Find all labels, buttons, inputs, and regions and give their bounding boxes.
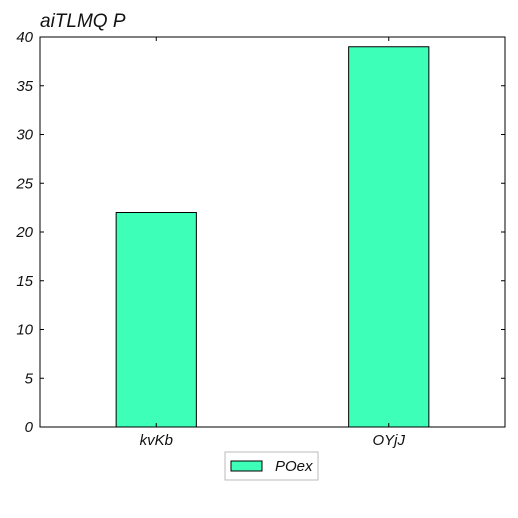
legend-label: POex — [275, 458, 313, 475]
legend-swatch — [230, 460, 263, 472]
chart-title: aiTLMQ P — [40, 11, 126, 32]
y-tick-label: 15 — [16, 273, 33, 290]
bar-oyjj — [348, 46, 430, 428]
y-tick-label: 10 — [16, 322, 33, 339]
y-tick-label: 25 — [15, 175, 33, 192]
bar-kvkb — [115, 212, 197, 428]
y-tick-label: 35 — [16, 78, 33, 95]
plot-frame — [39, 36, 506, 428]
x-tick-label: OYjJ — [372, 432, 405, 449]
plot-area: 0 5 10 15 20 25 30 35 40 kvKb OYjJ — [15, 29, 506, 449]
y-tick-label: 20 — [15, 224, 33, 241]
y-tick-label: 40 — [16, 29, 33, 46]
y-tick-label: 0 — [25, 419, 34, 436]
y-tick-label: 30 — [16, 127, 33, 144]
x-tick-label: kvKb — [140, 432, 173, 449]
legend: POex — [224, 451, 319, 481]
y-tick-label: 5 — [25, 370, 34, 387]
